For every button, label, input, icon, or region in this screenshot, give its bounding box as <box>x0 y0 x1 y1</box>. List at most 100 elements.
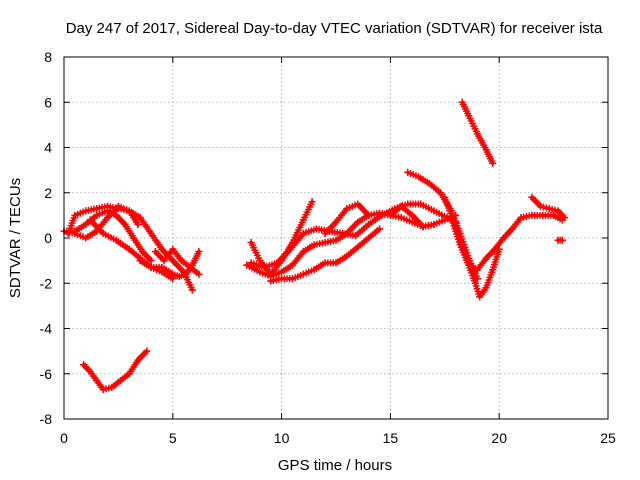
data-point <box>473 266 481 274</box>
data-point <box>417 200 425 208</box>
data-point <box>354 200 362 208</box>
y-tick-label: 8 <box>44 49 52 65</box>
data-point <box>310 241 318 249</box>
data-point <box>82 207 90 215</box>
data-point <box>186 263 194 271</box>
data-point <box>130 234 138 242</box>
data-point <box>104 214 112 222</box>
data-point <box>243 261 251 269</box>
y-tick-label: 6 <box>44 94 52 110</box>
x-axis-label: GPS time / hours <box>278 457 392 474</box>
series-s13 <box>386 202 460 231</box>
data-point <box>426 180 434 188</box>
data-point <box>260 263 268 271</box>
data-point <box>491 245 499 253</box>
data-point <box>71 227 79 235</box>
data-point <box>125 245 133 253</box>
data-point <box>108 383 116 391</box>
x-tick-label: 15 <box>383 430 399 446</box>
data-point <box>182 270 190 278</box>
data-point <box>278 275 286 283</box>
data-point <box>476 293 484 301</box>
data-point <box>365 220 373 228</box>
data-point <box>121 220 129 228</box>
data-point <box>160 257 168 265</box>
data-point <box>550 211 558 219</box>
data-point <box>114 205 122 213</box>
series-s16 <box>447 211 566 274</box>
data-point <box>136 214 144 222</box>
data-point <box>397 214 405 222</box>
data-point <box>80 361 88 369</box>
data-point <box>86 216 94 224</box>
data-point <box>147 263 155 271</box>
x-tick-label: 10 <box>274 430 290 446</box>
data-point <box>175 272 183 280</box>
data-point <box>158 263 166 271</box>
data-point <box>71 211 79 219</box>
data-point <box>143 347 151 355</box>
data-point <box>86 367 94 375</box>
data-point <box>299 270 307 278</box>
data-point <box>489 159 497 167</box>
data-point <box>415 173 423 181</box>
data-point <box>151 248 159 256</box>
data-point <box>539 211 547 219</box>
data-point <box>545 205 553 213</box>
data-point <box>195 270 203 278</box>
data-point <box>312 225 320 233</box>
data-point <box>134 356 142 364</box>
data-point <box>560 214 568 222</box>
series-s12 <box>321 200 373 237</box>
data-point <box>365 211 373 219</box>
data-point <box>332 218 340 226</box>
data-point <box>473 130 481 138</box>
data-point <box>430 220 438 228</box>
data-point <box>310 266 318 274</box>
y-tick-label: 4 <box>44 140 52 156</box>
data-point <box>169 245 177 253</box>
data-point <box>343 252 351 260</box>
data-point <box>299 229 307 237</box>
data-point <box>430 207 438 215</box>
y-tick-label: -4 <box>40 321 53 337</box>
series-s6 <box>151 245 203 278</box>
data-point <box>112 211 120 219</box>
y-tick-label: 0 <box>44 230 52 246</box>
data-point <box>136 257 144 265</box>
data-point <box>178 257 186 265</box>
data-point <box>299 248 307 256</box>
series-s17 <box>458 98 497 167</box>
data-point <box>134 220 142 228</box>
data-point <box>352 232 360 240</box>
series-s18 <box>528 193 568 222</box>
data-point <box>125 207 133 215</box>
data-point <box>158 245 166 253</box>
data-point <box>99 386 107 394</box>
data-point <box>408 211 416 219</box>
x-tick-label: 0 <box>60 430 68 446</box>
data-point <box>339 229 347 237</box>
data-point <box>482 146 490 154</box>
data-point <box>82 220 90 228</box>
data-point <box>537 202 545 210</box>
data-point <box>188 286 196 294</box>
data-point <box>517 214 525 222</box>
plot-frame <box>63 56 609 420</box>
data-point <box>256 268 264 276</box>
data-point <box>404 200 412 208</box>
data-point <box>365 234 373 242</box>
data-point <box>489 266 497 274</box>
y-tick-label: 2 <box>44 185 52 201</box>
data-point <box>267 277 275 285</box>
data-point <box>471 279 479 287</box>
data-point <box>286 245 294 253</box>
data-point <box>147 257 155 265</box>
data-point <box>558 236 566 244</box>
series-s11 <box>267 225 384 285</box>
data-point <box>528 211 536 219</box>
data-point <box>93 205 101 213</box>
data-point <box>256 257 264 265</box>
data-point <box>273 259 281 267</box>
data-point <box>138 248 146 256</box>
